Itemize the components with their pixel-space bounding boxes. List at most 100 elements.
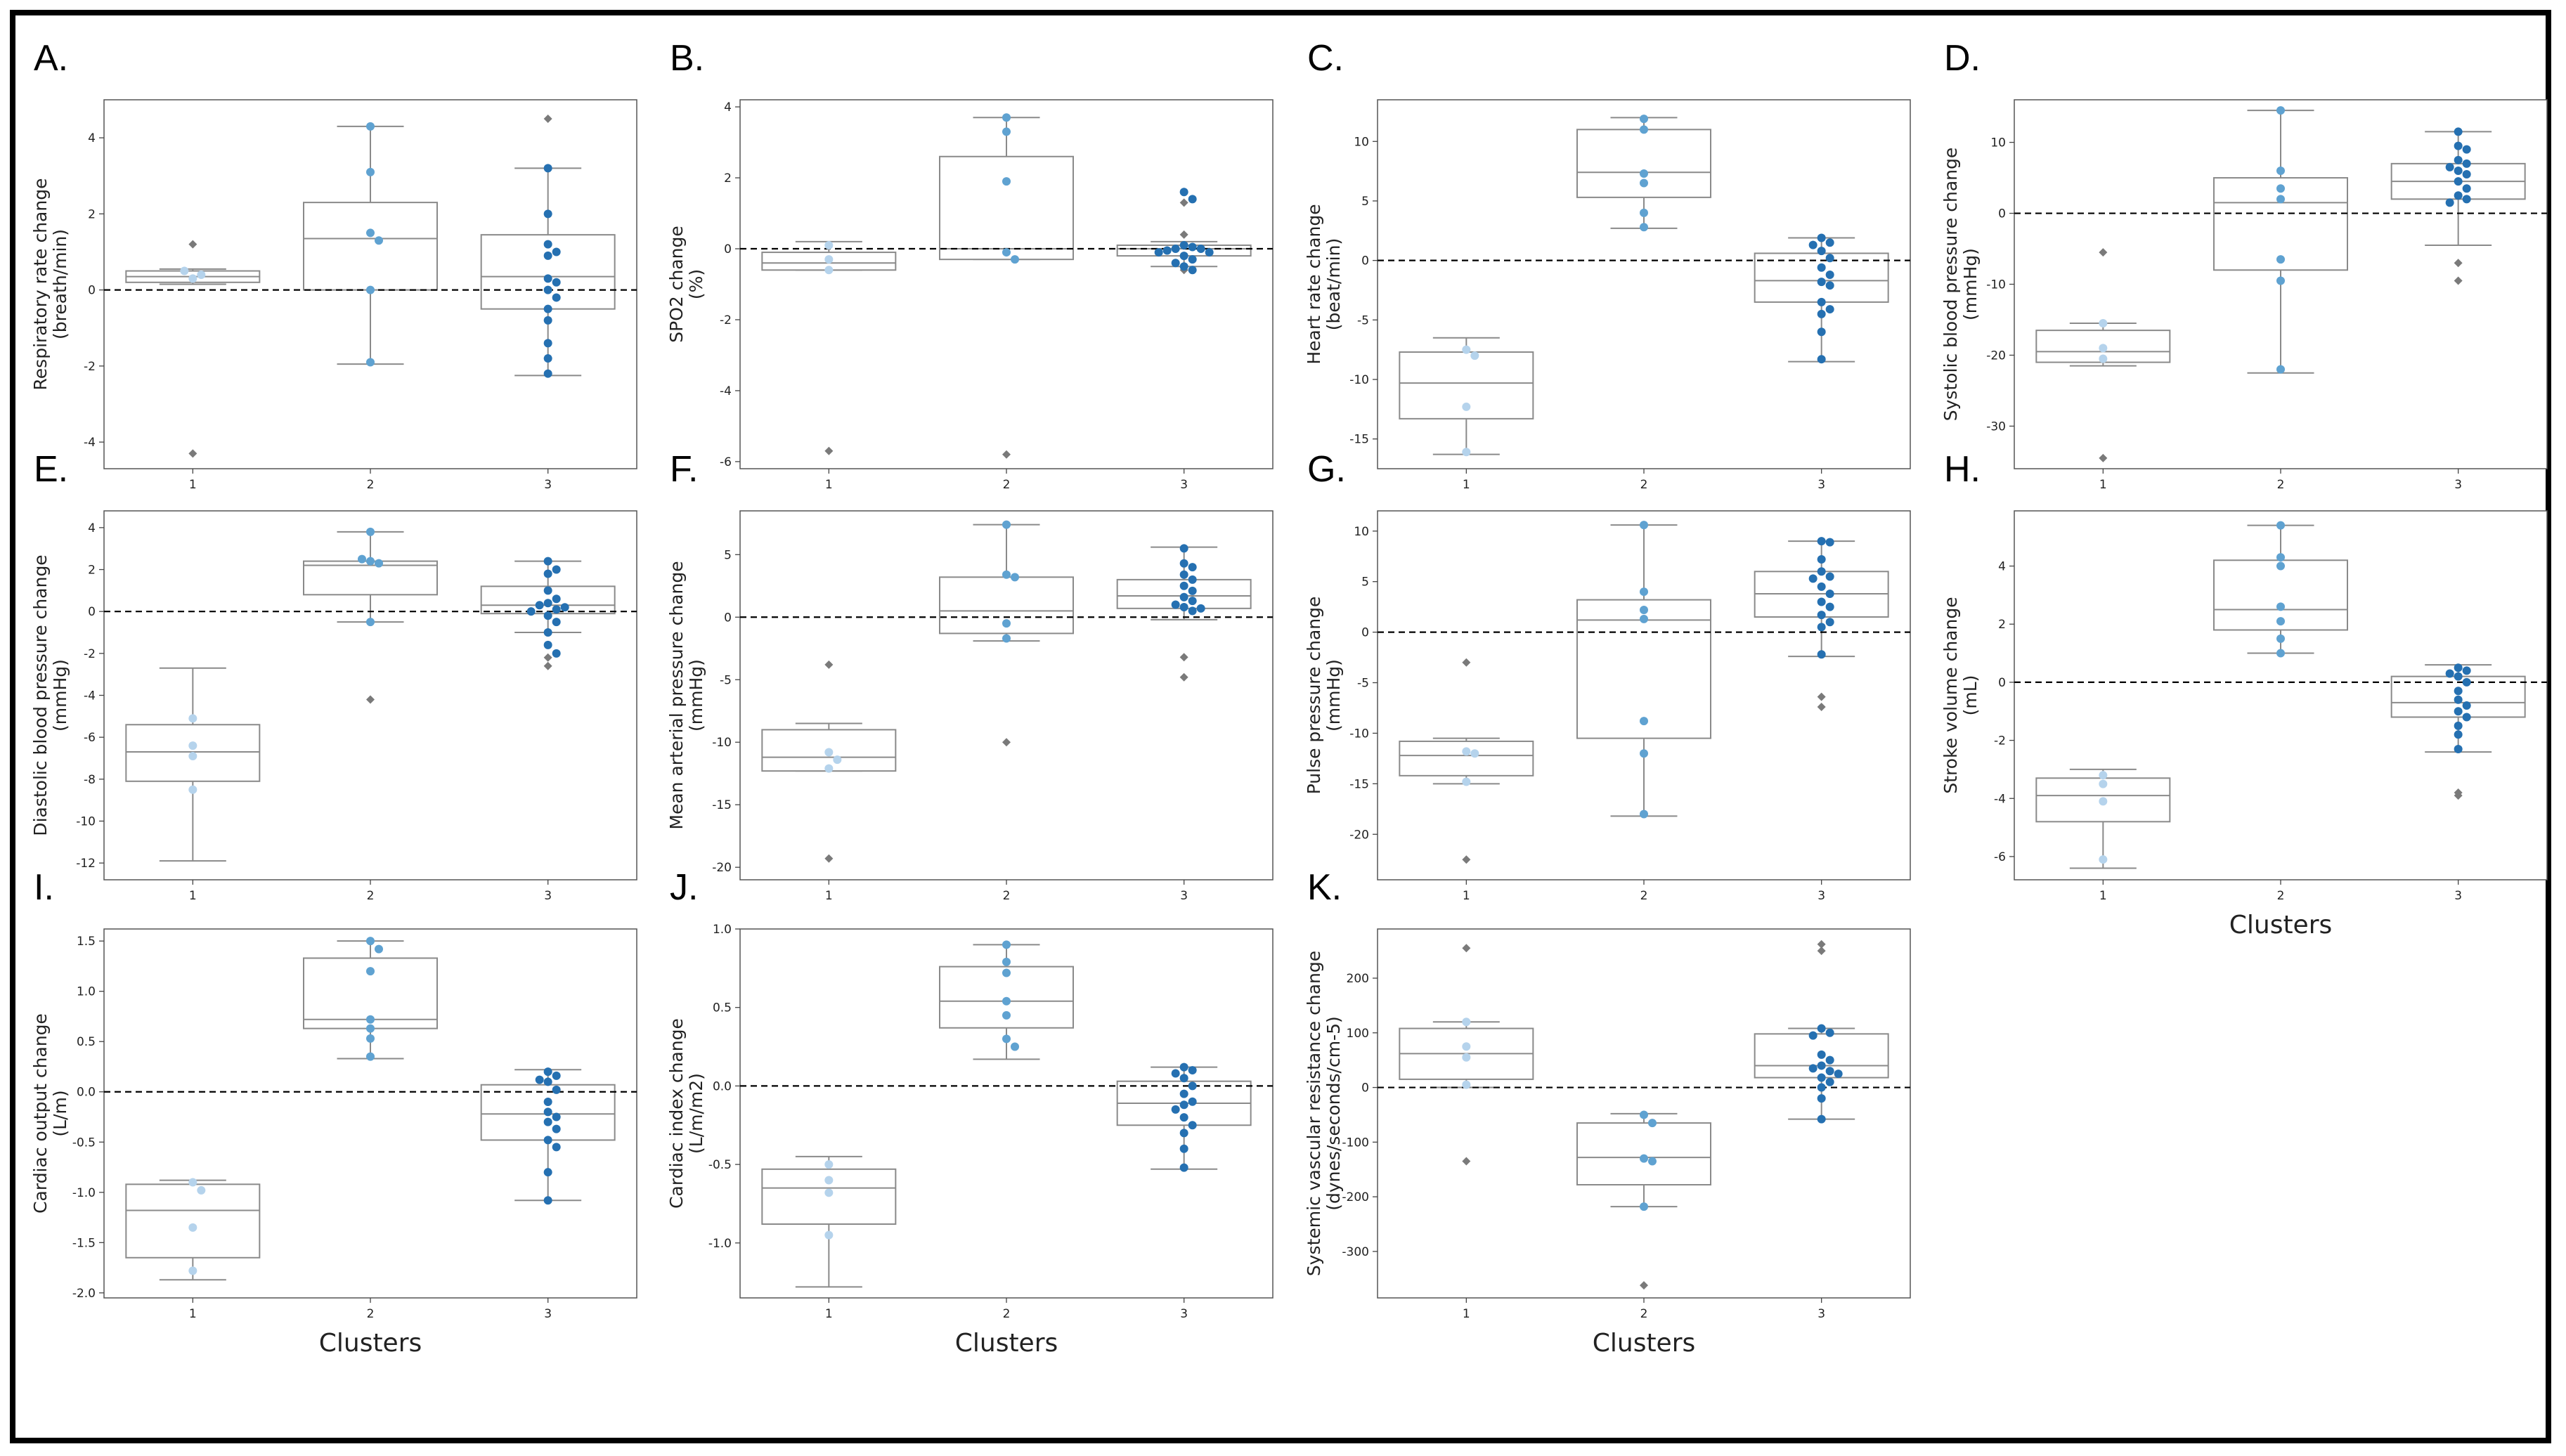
- point-G-3-11: [1825, 618, 1834, 627]
- point-J-2-1: [1002, 957, 1011, 966]
- point-E-3-14: [552, 649, 561, 658]
- point-G-2-4: [1640, 717, 1648, 726]
- ylabel-line-B-1: (%): [686, 269, 706, 299]
- ylabel-line-I-1: (L/m): [50, 1090, 70, 1136]
- point-C-3-13: [1817, 355, 1826, 364]
- point-H-2-1: [2276, 553, 2285, 562]
- point-C-2-1: [1640, 125, 1648, 134]
- point-A-3-5: [543, 274, 552, 283]
- outlier-0: [2454, 259, 2463, 268]
- point-G-3-3: [1817, 567, 1826, 576]
- point-B-3-8: [1154, 248, 1163, 257]
- point-E-3-13: [543, 640, 552, 649]
- point-H-1-2: [2099, 797, 2108, 806]
- xtick-label-A-1: 2: [367, 478, 375, 492]
- point-H-3-11: [2454, 730, 2463, 739]
- point-A-3-10: [543, 316, 552, 325]
- point-D-2-2: [2276, 184, 2285, 193]
- ylabel-line-K-0: Systemic vascular resistance change: [1304, 951, 1324, 1276]
- outlier-0: [366, 695, 375, 704]
- point-F-2-0: [1002, 520, 1011, 529]
- ylabel-H: Stroke volume change(mL): [1940, 597, 1981, 793]
- point-A-3-13: [543, 369, 552, 378]
- point-K-3-1: [1825, 1028, 1834, 1037]
- box-body: [1576, 1122, 1711, 1185]
- point-E-3-3: [543, 586, 552, 595]
- box-body: [939, 155, 1074, 261]
- outlier-1: [1179, 672, 1188, 682]
- ylabel-F: Mean arterial pressure change(mmHg): [666, 561, 706, 829]
- point-G-3-9: [1825, 602, 1834, 611]
- point-J-3-13: [1179, 1163, 1188, 1172]
- ytick-label-G-0: -20: [1349, 828, 1369, 842]
- ytick-label-C-3: 0: [1361, 254, 1369, 268]
- point-G-1-1: [1470, 749, 1479, 758]
- point-D-2-4: [2276, 255, 2285, 264]
- box-body: [303, 560, 438, 596]
- point-K-2-1: [1648, 1119, 1657, 1128]
- point-K-3-13: [1817, 1114, 1826, 1124]
- point-K-2-4: [1640, 1202, 1648, 1211]
- outlier-0: [543, 653, 552, 662]
- outlier-0: [1179, 653, 1188, 662]
- point-H-3-12: [2454, 744, 2463, 753]
- outlier-2: [1179, 230, 1188, 239]
- ytick-label-E-0: -12: [76, 857, 96, 871]
- outlier-1: [2454, 276, 2463, 285]
- point-H-1-3: [2099, 855, 2108, 864]
- point-C-2-2: [1640, 169, 1648, 178]
- xtick-label-C-1: 2: [1640, 478, 1648, 492]
- point-H-1-1: [2099, 779, 2108, 788]
- panel-D: D. -30 -20 -10 0 10 1 2 3 Systolic blood pressure…: [1940, 38, 2548, 492]
- point-C-2-0: [1640, 115, 1648, 124]
- point-F-3-12: [1188, 606, 1197, 616]
- point-A-3-0: [543, 164, 552, 173]
- point-F-3-2: [1188, 563, 1197, 572]
- point-G-3-4: [1825, 572, 1834, 581]
- outlier-0: [1640, 1281, 1648, 1290]
- point-A-2-0: [366, 122, 375, 131]
- xtick-label-H-1: 2: [2277, 889, 2285, 903]
- point-H-2-6: [2276, 649, 2285, 658]
- panel-letter-J: J.: [670, 867, 698, 908]
- ylabel-line-A-1: (breath/min): [50, 229, 70, 339]
- ytick-label-K-2: -100: [1342, 1136, 1369, 1150]
- outlier-0: [188, 240, 197, 249]
- point-E-1-2: [188, 752, 197, 761]
- point-A-3-11: [543, 339, 552, 348]
- xtick-label-G-0: 1: [1463, 889, 1470, 903]
- ylabel-D: Systolic blood pressure change(mmHg): [1940, 148, 1981, 422]
- xlabel-K: Clusters: [1593, 1329, 1696, 1358]
- ylabel-line-F-1: (mmHg): [686, 659, 706, 732]
- ytick-label-I-4: 0.0: [77, 1086, 96, 1100]
- point-C-3-7: [1817, 278, 1826, 287]
- ytick-label-A-1: -2: [84, 360, 96, 374]
- box-G-1: [1399, 658, 1534, 864]
- point-E-3-0: [543, 557, 552, 566]
- point-A-2-5: [366, 358, 375, 367]
- xtick-label-E-2: 3: [544, 889, 552, 903]
- ytick-label-F-1: -15: [712, 798, 732, 812]
- ytick-label-A-4: 4: [88, 131, 96, 145]
- point-G-3-6: [1817, 582, 1826, 591]
- ytick-label-G-4: 0: [1361, 626, 1369, 640]
- xtick-label-K-0: 1: [1463, 1307, 1470, 1321]
- ytick-label-K-3: 0: [1361, 1081, 1369, 1096]
- outlier-0: [1462, 658, 1471, 667]
- panel-E: E. -12 -10 -8 -6 -4 -2 0 2 4 1 2 3 Diastolic blood pr…: [30, 449, 637, 903]
- point-D-3-11: [2462, 195, 2471, 204]
- ylabel-I: Cardiac output change(L/m): [30, 1013, 70, 1214]
- point-I-3-5: [543, 1098, 552, 1107]
- xtick-label-J-0: 1: [825, 1307, 833, 1321]
- point-A-2-4: [366, 285, 375, 294]
- xtick-label-K-1: 2: [1640, 1307, 1648, 1321]
- point-B-3-13: [1188, 266, 1197, 275]
- point-A-1-1: [197, 270, 206, 279]
- point-D-3-1: [2454, 141, 2463, 150]
- xtick-label-F-1: 2: [1003, 889, 1011, 903]
- panel-letter-I: I.: [34, 867, 54, 908]
- point-K-3-12: [1817, 1094, 1826, 1103]
- point-D-3-7: [2462, 170, 2471, 179]
- box-K-3: [1754, 940, 1889, 1120]
- ytick-label-K-1: -200: [1342, 1190, 1369, 1204]
